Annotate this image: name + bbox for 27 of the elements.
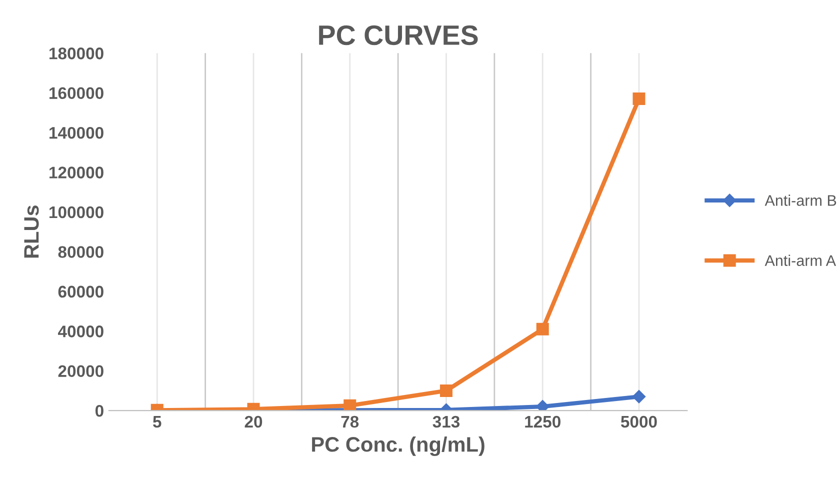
point <box>344 399 356 411</box>
y-tick-label: 80000 <box>58 246 104 258</box>
x-tick-label: 1250 <box>525 416 560 428</box>
y-tick-label: 60000 <box>58 286 104 298</box>
y-tick-label: 160000 <box>50 87 104 100</box>
point <box>536 322 549 336</box>
x-tick-label: 78 <box>341 416 359 428</box>
y-tick-label: 120000 <box>50 166 104 178</box>
legend-label: Anti-arm A <box>764 254 836 266</box>
legend-label: Anti-arm B <box>764 194 836 206</box>
y-tick-label: 140000 <box>50 126 104 139</box>
x-tick-label: 5000 <box>620 416 657 428</box>
y-tick-label: 0 <box>95 404 104 417</box>
point <box>632 92 646 106</box>
point <box>536 400 550 411</box>
chart-title: PC CURVES <box>319 25 478 46</box>
x-axis-title: PC Conc. (ng/mL) <box>312 436 484 456</box>
y-tick-label: 100000 <box>50 206 104 218</box>
y-tick-label: 180000 <box>50 48 104 60</box>
y-tick-label: 40000 <box>58 326 104 338</box>
y-axis-title: RLUs <box>24 205 39 258</box>
x-tick-label: 20 <box>244 416 262 428</box>
x-tick-label: 5 <box>153 416 162 428</box>
point <box>632 390 646 404</box>
point <box>440 384 452 397</box>
x-tick-label: 313 <box>432 416 460 428</box>
y-tick-label: 20000 <box>58 365 104 378</box>
